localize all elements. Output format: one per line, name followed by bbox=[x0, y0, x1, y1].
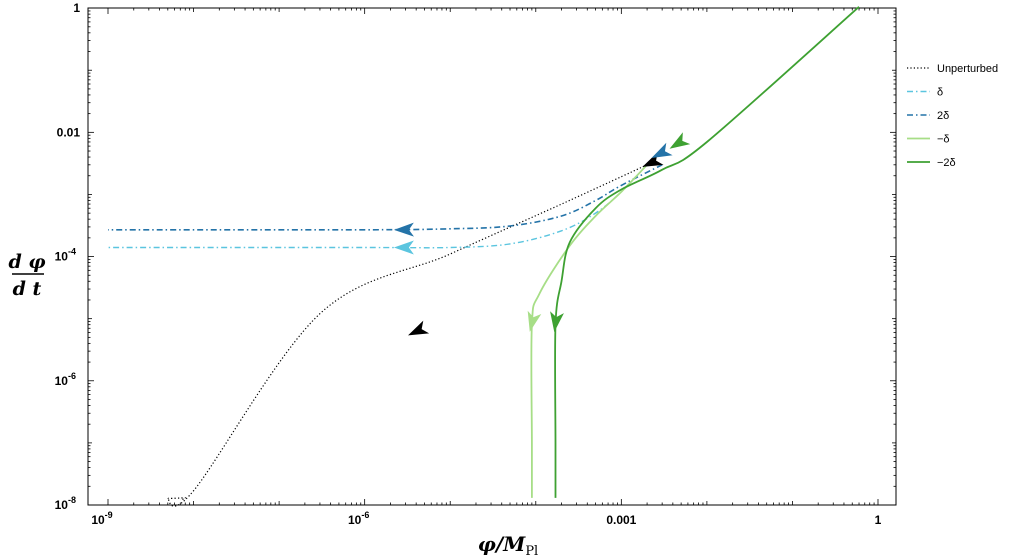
series-line-3 bbox=[530, 164, 648, 498]
series-line-1 bbox=[108, 164, 648, 249]
legend: Unperturbed δ 2δ −δ −2δ bbox=[907, 63, 998, 169]
y-tick-label: 0.01 bbox=[57, 125, 81, 139]
series-arrow-2-0 bbox=[651, 142, 673, 158]
x-axis-label: φ/MPl bbox=[478, 532, 538, 558]
y-tick-label-exponent: -6 bbox=[68, 371, 76, 381]
series-layer bbox=[107, 6, 860, 507]
series-arrow-0-1 bbox=[408, 320, 430, 336]
legend-label: 2δ bbox=[937, 110, 949, 122]
series-line-2 bbox=[107, 164, 663, 231]
y-tick-label-base: 1 bbox=[73, 1, 80, 15]
x-tick-label-exponent: -6 bbox=[361, 510, 369, 520]
legend-item: Unperturbed bbox=[907, 63, 998, 75]
y-tick-label-base: 10 bbox=[55, 374, 69, 388]
y-tick-label: 10-6 bbox=[55, 371, 76, 388]
y-axis-label-numerator: d φ bbox=[8, 251, 45, 273]
series-arrow-1-0 bbox=[393, 240, 414, 255]
legend-label: δ bbox=[937, 87, 943, 99]
x-tick-label-base: 1 bbox=[875, 513, 882, 527]
x-tick-label-exponent: -9 bbox=[105, 510, 113, 520]
y-tick-label-exponent: -8 bbox=[68, 495, 76, 505]
legend-item: δ bbox=[907, 87, 943, 99]
x-axis-label-sub: Pl bbox=[525, 544, 538, 558]
y-axis-label-denominator: d t bbox=[13, 278, 42, 300]
series-arrow-2-1 bbox=[393, 222, 414, 237]
y-tick-label-base: 10 bbox=[55, 250, 69, 264]
legend-item: −2δ bbox=[907, 157, 956, 169]
y-tick-label: 1 bbox=[73, 1, 80, 15]
legend-label: Unperturbed bbox=[937, 63, 998, 75]
x-axis-label-main: φ/M bbox=[478, 532, 526, 556]
series-arrow-4-1 bbox=[550, 311, 564, 333]
series-arrow-3-0 bbox=[527, 310, 542, 332]
legend-label: −2δ bbox=[937, 157, 956, 169]
x-tick-label: 10-9 bbox=[91, 510, 112, 527]
x-tick-label: 1 bbox=[875, 513, 882, 527]
series-line-0 bbox=[167, 164, 648, 507]
arrow-layer bbox=[393, 132, 691, 336]
y-tick-label-base: 0.01 bbox=[57, 125, 81, 139]
legend-item: −δ bbox=[907, 134, 950, 146]
legend-item: 2δ bbox=[907, 110, 949, 122]
x-tick-label-base: 10 bbox=[91, 513, 105, 527]
x-tick-label: 0.001 bbox=[606, 513, 636, 527]
y-tick-label: 10-4 bbox=[55, 247, 76, 264]
y-axis-label: d φ d t bbox=[8, 251, 45, 300]
y-tick-label-base: 10 bbox=[55, 498, 69, 512]
legend-label: −δ bbox=[937, 134, 950, 146]
x-tick-label-base: 10 bbox=[348, 513, 362, 527]
x-tick-label-base: 0.001 bbox=[606, 513, 636, 527]
y-tick-label: 10-8 bbox=[55, 495, 76, 512]
series-arrow-4-0 bbox=[669, 132, 691, 149]
series-arrow-0-0 bbox=[642, 152, 664, 167]
y-tick-label-exponent: -4 bbox=[68, 247, 76, 257]
x-tick-label: 10-6 bbox=[348, 510, 369, 527]
series-line-4 bbox=[554, 6, 860, 498]
